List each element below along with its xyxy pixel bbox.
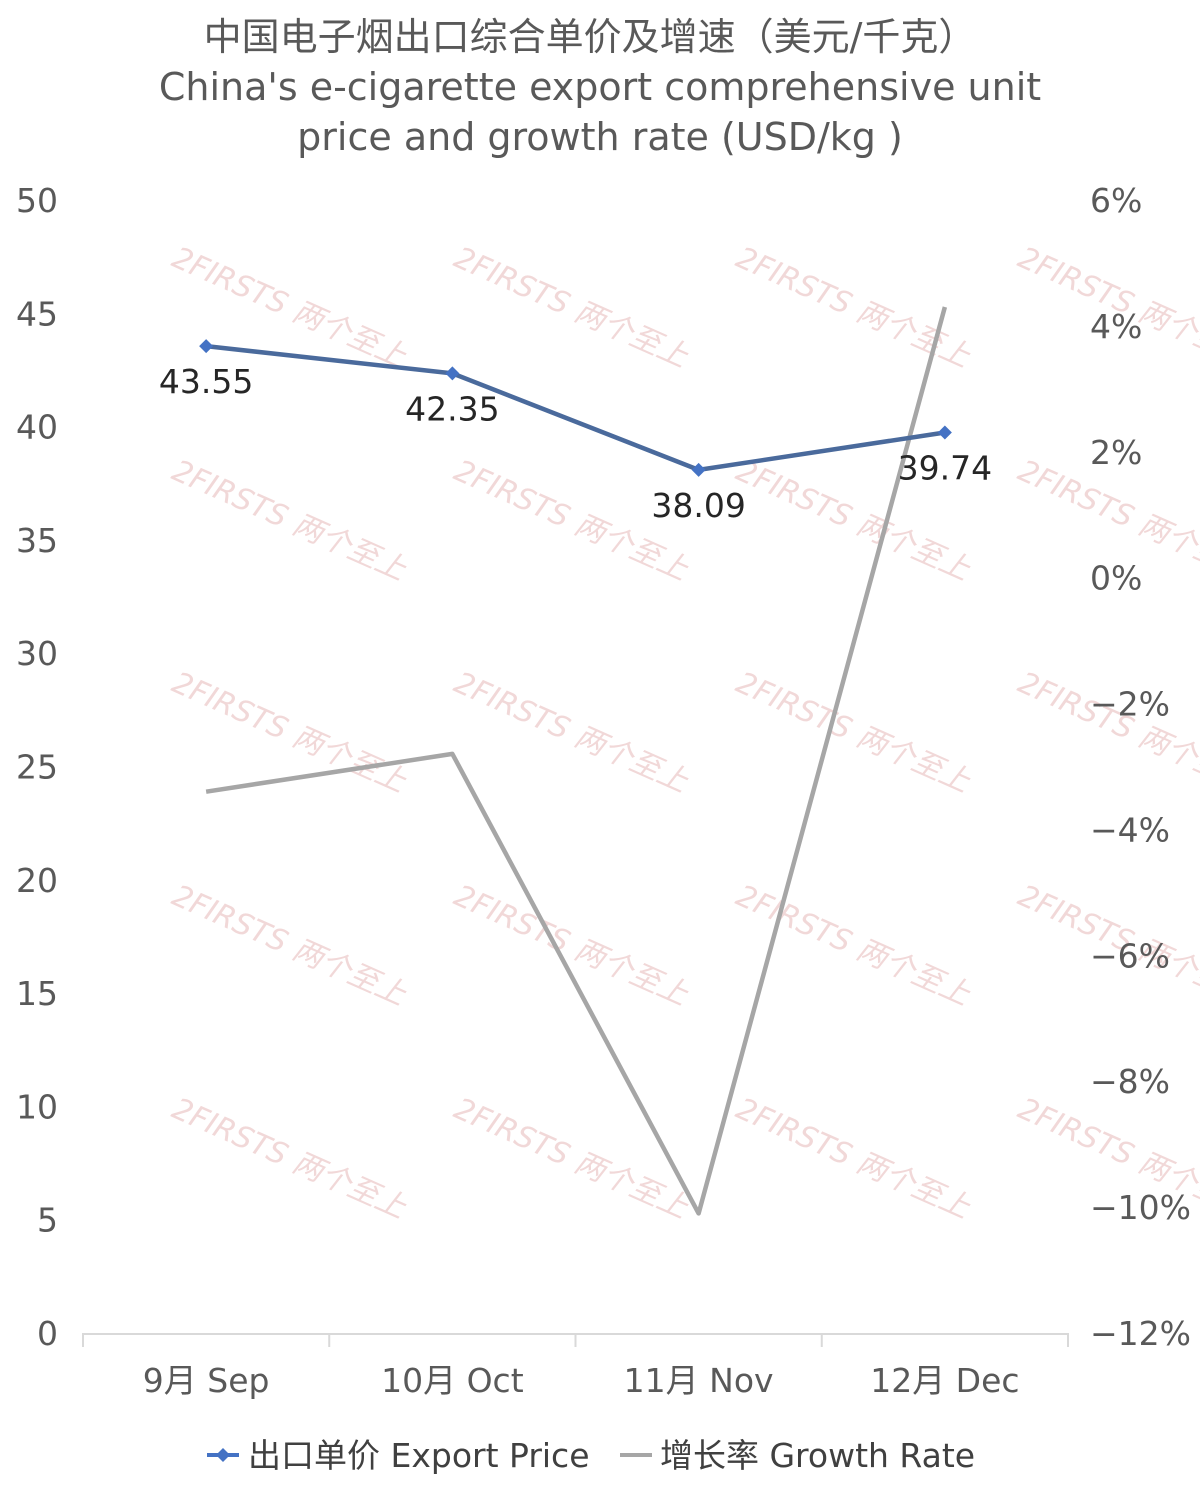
data-labels: 43.55 42.35 38.09 39.74 bbox=[159, 362, 992, 525]
right-axis-tick-label: 4% bbox=[1090, 307, 1142, 346]
right-axis-tick-label: 6% bbox=[1090, 181, 1142, 220]
right-axis-tick-label: 0% bbox=[1090, 559, 1142, 598]
watermark: 2FIRSTS 两个至上 bbox=[449, 240, 694, 375]
export-price-data-label: 43.55 bbox=[159, 362, 253, 401]
watermark: 2FIRSTS 两个至上 bbox=[167, 453, 412, 588]
watermark: 2FIRSTS 两个至上 bbox=[449, 1091, 694, 1226]
right-axis-tick-label: 2% bbox=[1090, 433, 1142, 472]
series-line-export-price bbox=[205, 343, 946, 473]
watermark: 2FIRSTS 两个至上 bbox=[449, 878, 694, 1013]
watermark: 2FIRSTS 两个至上 bbox=[167, 1091, 412, 1226]
export-price-data-label: 42.35 bbox=[405, 389, 499, 428]
watermark-text: 2FIRSTS 两个至上 bbox=[449, 665, 694, 800]
watermark-text: 2FIRSTS 两个至上 bbox=[731, 878, 976, 1013]
right-axis-tick-label: −4% bbox=[1090, 810, 1170, 849]
watermark: 2FIRSTS 两个至上 bbox=[731, 240, 976, 375]
watermark-text: 2FIRSTS 两个至上 bbox=[731, 240, 976, 375]
legend-marker-export-price bbox=[216, 1448, 230, 1462]
right-axis-tick-label: −8% bbox=[1090, 1062, 1170, 1101]
export-price-data-label: 39.74 bbox=[898, 448, 992, 487]
watermark-text: 2FIRSTS 两个至上 bbox=[731, 665, 976, 800]
right-axis-tick-label: −6% bbox=[1090, 936, 1170, 975]
left-axis-tick-label: 0 bbox=[37, 1314, 58, 1353]
series-line-growth-rate bbox=[205, 306, 948, 1216]
x-axis: 9月 Sep 10月 Oct 11月 Nov 12月 Dec bbox=[143, 1361, 1020, 1400]
export-price-point bbox=[937, 425, 952, 440]
watermark: 2FIRSTS 两个至上 bbox=[167, 878, 412, 1013]
chart-subtitle-line-1: China's e-cigarette export comprehensive… bbox=[159, 65, 1041, 109]
watermark-layer: 2FIRSTS 两个至上 2FIRSTS 两个至上 2FIRSTS 两个至上 2FIR… bbox=[167, 240, 1200, 1226]
watermark-text: 2FIRSTS 两个至上 bbox=[167, 1091, 412, 1226]
x-axis-ticks bbox=[82, 1333, 1069, 1347]
series-layer bbox=[199, 306, 952, 1216]
left-axis-tick-label: 35 bbox=[16, 521, 58, 560]
watermark-text: 2FIRSTS 两个至上 bbox=[449, 1091, 694, 1226]
x-axis-category-label: 9月 Sep bbox=[143, 1361, 270, 1400]
left-axis-tick-label: 50 bbox=[16, 181, 58, 220]
left-axis-tick-label: 45 bbox=[16, 294, 58, 333]
right-axis-tick-label: −12% bbox=[1090, 1314, 1191, 1353]
left-axis-tick-label: 40 bbox=[16, 408, 58, 447]
legend-label-export-price: 出口单价 Export Price bbox=[248, 1436, 590, 1475]
watermark-text: 2FIRSTS 两个至上 bbox=[167, 453, 412, 588]
left-axis-tick-label: 25 bbox=[16, 748, 58, 787]
right-axis-tick-label: −10% bbox=[1090, 1188, 1191, 1227]
watermark: 2FIRSTS 两个至上 bbox=[731, 665, 976, 800]
right-axis-tick-label: −2% bbox=[1090, 685, 1170, 724]
left-axis-tick-label: 20 bbox=[16, 861, 58, 900]
left-axis-tick-label: 15 bbox=[16, 974, 58, 1013]
watermark: 2FIRSTS 两个至上 bbox=[731, 878, 976, 1013]
export-price-point bbox=[199, 339, 214, 354]
x-axis-category-label: 12月 Dec bbox=[870, 1361, 1019, 1400]
legend: 出口单价 Export Price 增长率 Growth Rate bbox=[207, 1436, 975, 1475]
left-axis-tick-label: 30 bbox=[16, 634, 58, 673]
chart-title: 中国电子烟出口综合单价及增速（美元/千克） bbox=[204, 15, 977, 59]
watermark-text: 2FIRSTS 两个至上 bbox=[167, 878, 412, 1013]
x-axis-category-label: 10月 Oct bbox=[381, 1361, 524, 1400]
watermark-text: 2FIRSTS 两个至上 bbox=[449, 878, 694, 1013]
chart-subtitle-line-2: price and growth rate (USD/kg ) bbox=[297, 115, 903, 159]
watermark: 2FIRSTS 两个至上 bbox=[731, 1091, 976, 1226]
x-axis-category-label: 11月 Nov bbox=[624, 1361, 774, 1400]
left-axis: 0 5 10 15 20 25 30 35 40 45 50 bbox=[16, 181, 58, 1353]
legend-label-growth-rate: 增长率 Growth Rate bbox=[660, 1436, 975, 1475]
watermark-text: 2FIRSTS 两个至上 bbox=[449, 240, 694, 375]
left-axis-tick-label: 5 bbox=[37, 1201, 58, 1240]
export-price-point bbox=[445, 366, 460, 381]
watermark: 2FIRSTS 两个至上 bbox=[449, 665, 694, 800]
right-axis: −12% −10% −8% −6% −4% −2% 0% 2% 4% 6% bbox=[1090, 181, 1191, 1353]
watermark-text: 2FIRSTS 两个至上 bbox=[731, 1091, 976, 1226]
left-axis-tick-label: 10 bbox=[16, 1087, 58, 1126]
export-price-data-label: 38.09 bbox=[651, 486, 745, 525]
export-price-point bbox=[691, 462, 706, 477]
